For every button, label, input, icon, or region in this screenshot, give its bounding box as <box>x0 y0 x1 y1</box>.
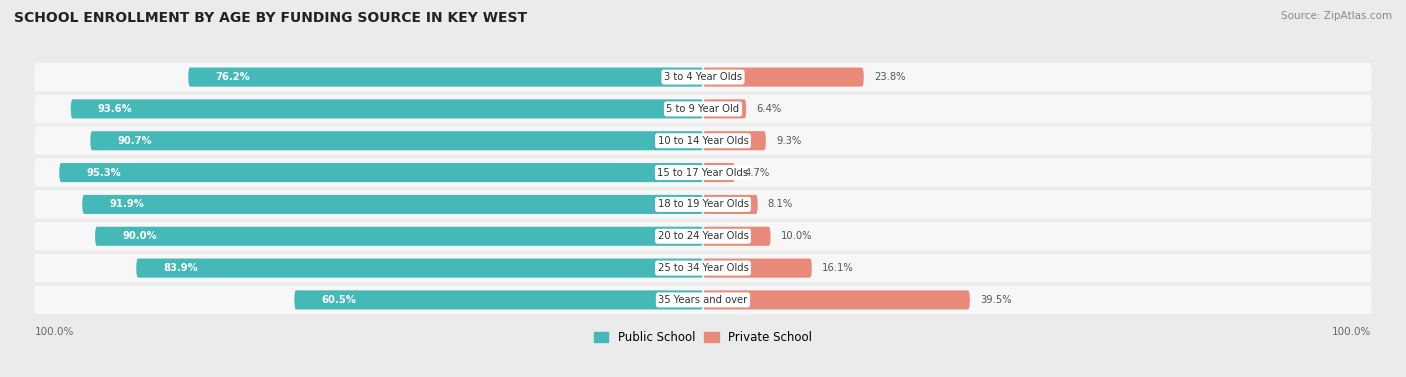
Text: 100.0%: 100.0% <box>34 327 73 337</box>
FancyBboxPatch shape <box>188 67 703 87</box>
Text: 23.8%: 23.8% <box>875 72 905 82</box>
Text: 76.2%: 76.2% <box>215 72 250 82</box>
Text: 15 to 17 Year Olds: 15 to 17 Year Olds <box>658 168 748 178</box>
Text: 16.1%: 16.1% <box>823 263 853 273</box>
Text: 60.5%: 60.5% <box>322 295 356 305</box>
FancyBboxPatch shape <box>703 195 758 214</box>
FancyBboxPatch shape <box>90 131 703 150</box>
FancyBboxPatch shape <box>703 163 735 182</box>
FancyBboxPatch shape <box>294 290 703 310</box>
Text: Source: ZipAtlas.com: Source: ZipAtlas.com <box>1281 11 1392 21</box>
FancyBboxPatch shape <box>70 100 703 118</box>
FancyBboxPatch shape <box>34 190 1372 219</box>
Text: 3 to 4 Year Olds: 3 to 4 Year Olds <box>664 72 742 82</box>
Text: 39.5%: 39.5% <box>980 295 1011 305</box>
FancyBboxPatch shape <box>34 286 1372 314</box>
Text: 90.7%: 90.7% <box>117 136 152 146</box>
Text: 20 to 24 Year Olds: 20 to 24 Year Olds <box>658 231 748 241</box>
FancyBboxPatch shape <box>34 95 1372 123</box>
Legend: Public School, Private School: Public School, Private School <box>589 326 817 349</box>
Text: 91.9%: 91.9% <box>110 199 145 209</box>
Text: 4.7%: 4.7% <box>745 168 770 178</box>
FancyBboxPatch shape <box>703 100 747 118</box>
Text: 9.3%: 9.3% <box>776 136 801 146</box>
Text: 95.3%: 95.3% <box>86 168 121 178</box>
FancyBboxPatch shape <box>703 290 970 310</box>
FancyBboxPatch shape <box>703 227 770 246</box>
Text: 100.0%: 100.0% <box>1333 327 1372 337</box>
Text: SCHOOL ENROLLMENT BY AGE BY FUNDING SOURCE IN KEY WEST: SCHOOL ENROLLMENT BY AGE BY FUNDING SOUR… <box>14 11 527 25</box>
Text: 10 to 14 Year Olds: 10 to 14 Year Olds <box>658 136 748 146</box>
Text: 83.9%: 83.9% <box>163 263 198 273</box>
FancyBboxPatch shape <box>83 195 703 214</box>
FancyBboxPatch shape <box>136 259 703 277</box>
Text: 6.4%: 6.4% <box>756 104 782 114</box>
Text: 25 to 34 Year Olds: 25 to 34 Year Olds <box>658 263 748 273</box>
Text: 90.0%: 90.0% <box>122 231 156 241</box>
Text: 18 to 19 Year Olds: 18 to 19 Year Olds <box>658 199 748 209</box>
FancyBboxPatch shape <box>34 254 1372 282</box>
FancyBboxPatch shape <box>34 158 1372 187</box>
FancyBboxPatch shape <box>703 67 863 87</box>
Text: 8.1%: 8.1% <box>768 199 793 209</box>
FancyBboxPatch shape <box>34 126 1372 155</box>
Text: 93.6%: 93.6% <box>98 104 132 114</box>
FancyBboxPatch shape <box>34 63 1372 91</box>
Text: 10.0%: 10.0% <box>780 231 813 241</box>
FancyBboxPatch shape <box>703 259 811 277</box>
Text: 5 to 9 Year Old: 5 to 9 Year Old <box>666 104 740 114</box>
FancyBboxPatch shape <box>34 222 1372 251</box>
FancyBboxPatch shape <box>703 131 766 150</box>
FancyBboxPatch shape <box>59 163 703 182</box>
Text: 35 Years and over: 35 Years and over <box>658 295 748 305</box>
FancyBboxPatch shape <box>96 227 703 246</box>
